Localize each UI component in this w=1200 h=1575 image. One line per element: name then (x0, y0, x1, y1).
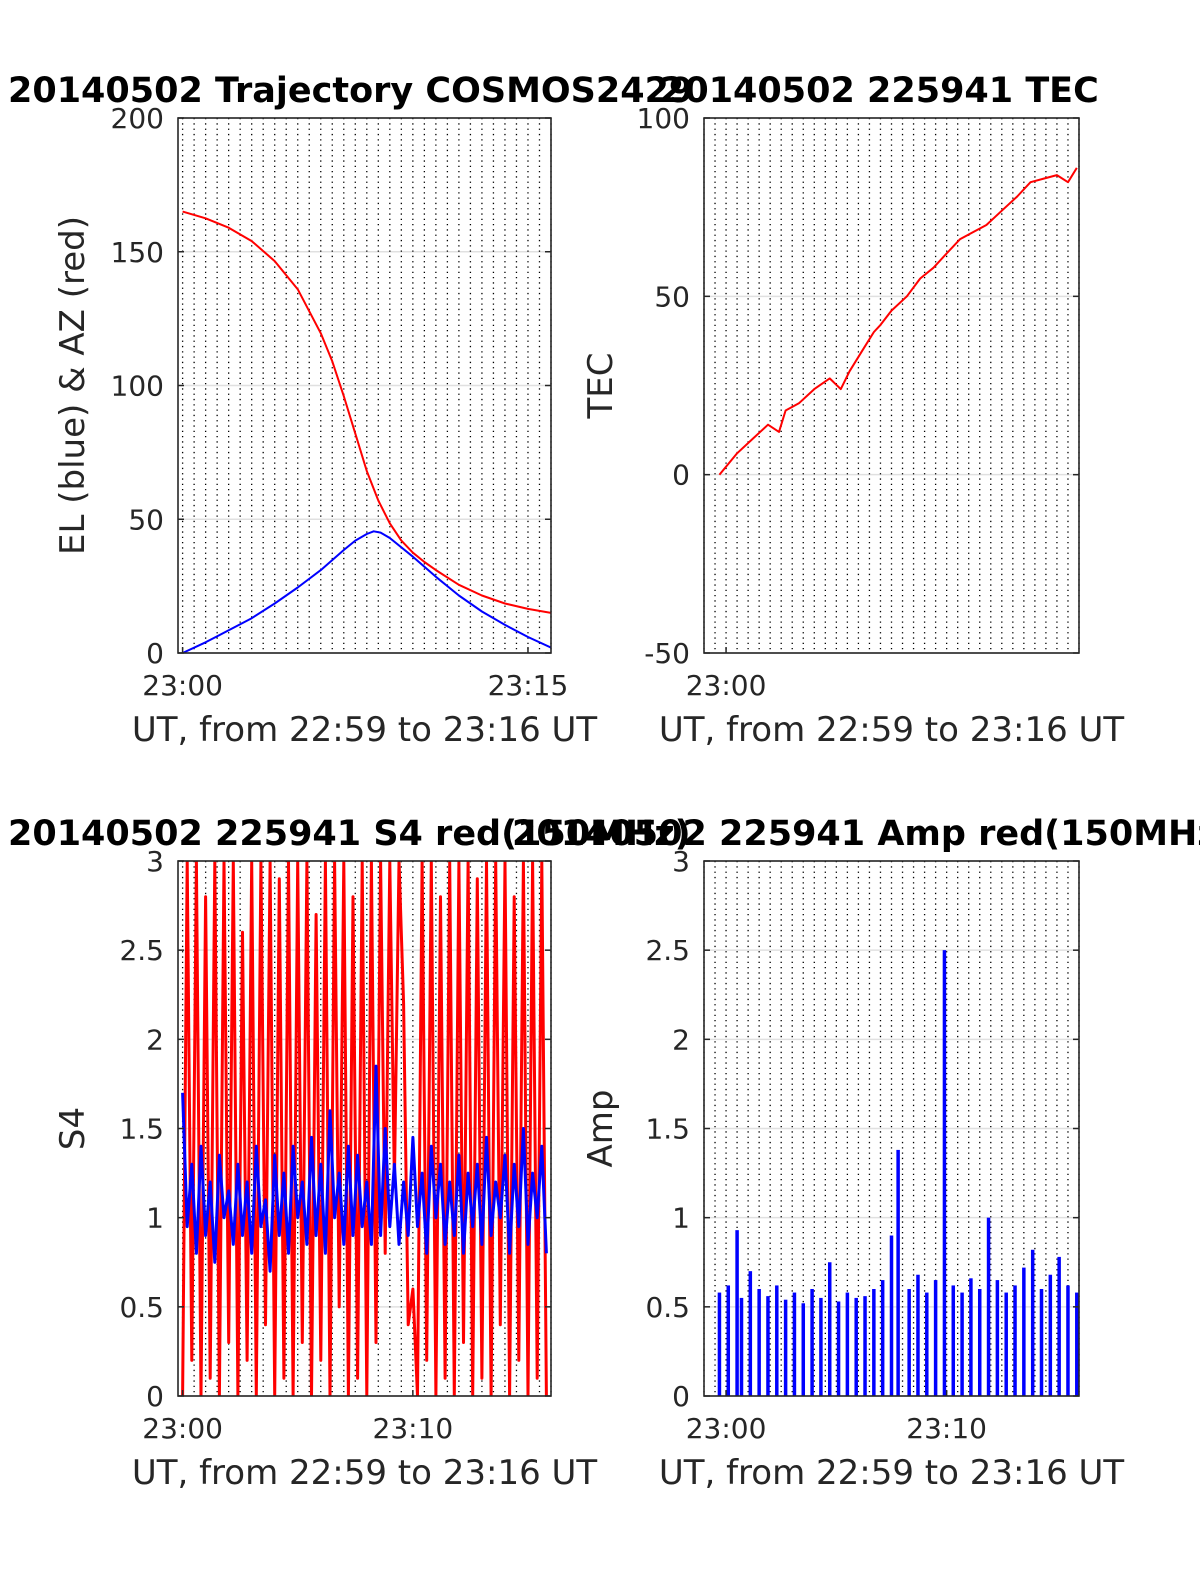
bar-amp-1 (726, 1285, 731, 1396)
ytick-label-trajectory-3: 150 (111, 236, 164, 269)
bar-amp-18 (872, 1289, 876, 1396)
title-s4: 20140502 225941 S4 red(150MHz) (8, 814, 691, 854)
bar-amp-36 (1030, 1249, 1035, 1396)
ytick-label-amp-2: 1 (672, 1202, 690, 1235)
chart-amp: 0 0.5 1 1.5 2 2.5 3 23:00 23:10 UT, from 22:59 to… (512, 814, 1200, 1493)
bar-amp-30 (977, 1289, 982, 1396)
ylabel-tec: TEC (581, 353, 621, 420)
bar-amp-33 (1004, 1292, 1008, 1396)
chart-s4: 0 0.5 1 1.5 2 2.5 3 23:00 23:10 UT, from 22:59 to… (8, 814, 691, 1493)
xtick-label-s4-0: 23:00 (142, 1412, 223, 1445)
axes-frame-tec (703, 117, 1080, 654)
ytick-label-amp-5: 2.5 (645, 934, 690, 967)
xtick-label-amp-0: 23:00 (686, 1412, 767, 1445)
chart-trajectory: 0 50 100 150 200 23:00 23:15 UT, from 22:59 to … (8, 71, 693, 750)
bar-amp-29 (969, 1278, 973, 1396)
series-tec-0 (718, 167, 1078, 476)
ytick-label-trajectory-1: 50 (128, 503, 164, 536)
bar-amp-23 (916, 1274, 920, 1396)
xtick-label-s4-1: 23:10 (373, 1412, 454, 1445)
bar-amp-12 (819, 1297, 823, 1396)
ytick-label-amp-6: 3 (672, 845, 690, 878)
ytick-label-amp-3: 1.5 (645, 1113, 690, 1146)
bar-amp-37 (1039, 1289, 1044, 1396)
bar-amp-2 (735, 1230, 739, 1396)
bar-amp-0 (717, 1292, 722, 1396)
ytick-label-s4-1: 0.5 (119, 1291, 164, 1324)
ytick-label-tec-2: 50 (654, 280, 690, 313)
series-trajectory-0 (182, 530, 551, 653)
bar-amp-26 (942, 950, 947, 1396)
ylabel-s4: S4 (53, 1107, 93, 1150)
bar-amp-39 (1057, 1256, 1061, 1396)
bar-amp-14 (836, 1301, 841, 1396)
title-tec: 20140502 225941 TEC (660, 71, 1099, 111)
xtick-label-amp-1: 23:10 (906, 1412, 987, 1445)
xlabel-amp: UT, from 22:59 to 23:16 UT (659, 1453, 1125, 1493)
bar-amp-21 (896, 1149, 900, 1396)
bar-amp-27 (951, 1285, 956, 1396)
ytick-label-s4-2: 1 (146, 1202, 164, 1235)
plot-area-s4 (181, 861, 548, 1396)
chart-tec: -50 0 50 100 23:00 UT, from 22:59 to 23:16 UT… (581, 71, 1124, 750)
ytick-label-amp-0: 0 (672, 1380, 690, 1413)
bar-amp-7 (775, 1285, 779, 1396)
bar-amp-35 (1022, 1267, 1026, 1396)
bar-amp-32 (995, 1280, 1000, 1396)
plot-area-tec (718, 167, 1078, 476)
ytick-label-trajectory-0: 0 (146, 637, 164, 670)
bar-amp-34 (1013, 1285, 1017, 1396)
bar-amp-5 (757, 1289, 761, 1396)
ytick-label-tec-3: 100 (637, 102, 690, 135)
bar-amp-13 (827, 1262, 832, 1396)
bar-amp-38 (1048, 1274, 1053, 1396)
bar-amp-11 (810, 1289, 814, 1396)
ytick-label-s4-6: 3 (146, 845, 164, 878)
title-amp: 20140502 225941 Amp red(150MHz) (512, 814, 1200, 854)
bar-amp-16 (854, 1297, 858, 1396)
ytick-label-amp-4: 2 (672, 1023, 690, 1056)
bar-amp-4 (748, 1271, 753, 1396)
xtick-label-trajectory-0: 23:00 (142, 669, 223, 702)
plot-area-trajectory (182, 210, 551, 653)
ytick-label-amp-1: 0.5 (645, 1291, 690, 1324)
bar-amp-22 (907, 1289, 911, 1396)
ytick-label-s4-5: 2.5 (119, 934, 164, 967)
series-s4-0 (181, 861, 548, 1396)
bar-amp-9 (792, 1292, 797, 1396)
ytick-label-trajectory-2: 100 (111, 370, 164, 403)
xtick-label-trajectory-1: 23:15 (488, 669, 569, 702)
series-trajectory-1 (182, 210, 551, 614)
series-s4-1 (181, 1064, 548, 1273)
ylabel-amp: Amp (581, 1090, 621, 1168)
ytick-label-s4-0: 0 (146, 1380, 164, 1413)
bar-amp-41 (1075, 1292, 1079, 1396)
xlabel-tec: UT, from 22:59 to 23:16 UT (659, 710, 1125, 750)
bar-amp-31 (986, 1217, 991, 1396)
bar-amp-3 (739, 1297, 744, 1396)
bar-amp-40 (1066, 1285, 1070, 1396)
ylabel-trajectory: EL (blue) & AZ (red) (53, 216, 93, 555)
bar-amp-19 (880, 1280, 885, 1396)
bar-amp-6 (766, 1296, 770, 1396)
bar-amp-25 (933, 1280, 938, 1396)
bar-amp-20 (889, 1235, 894, 1396)
bar-amp-24 (925, 1292, 929, 1396)
ytick-label-s4-3: 1.5 (119, 1113, 164, 1146)
bar-amp-10 (801, 1303, 806, 1396)
ytick-label-tec-1: 0 (672, 459, 690, 492)
xlabel-trajectory: UT, from 22:59 to 23:16 UT (132, 710, 598, 750)
ytick-label-trajectory-4: 200 (111, 102, 164, 135)
bar-amp-15 (845, 1292, 850, 1396)
xtick-label-tec-0: 23:00 (686, 669, 767, 702)
plot-area-amp (717, 950, 1079, 1396)
ytick-label-tec-0: -50 (644, 637, 690, 670)
bar-amp-28 (960, 1292, 964, 1396)
bar-amp-17 (863, 1296, 867, 1396)
ytick-label-s4-4: 2 (146, 1023, 164, 1056)
xlabel-s4: UT, from 22:59 to 23:16 UT (132, 1453, 598, 1493)
bar-amp-8 (783, 1299, 788, 1396)
title-trajectory: 20140502 Trajectory COSMOS2429 (8, 71, 693, 111)
